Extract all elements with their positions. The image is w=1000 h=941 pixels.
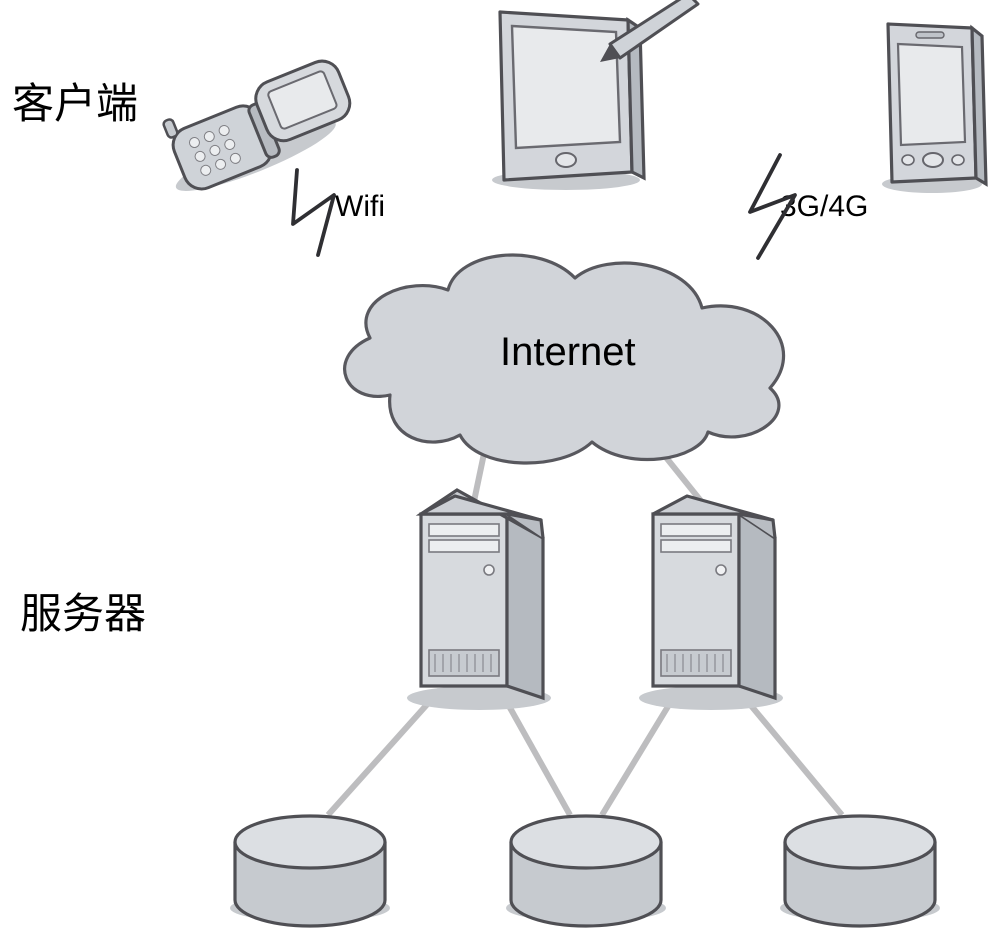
pda-icon: [882, 24, 986, 193]
client-label: 客户端: [12, 70, 138, 131]
wifi-label: Wifi: [335, 190, 385, 224]
connection-lines: [328, 425, 842, 815]
internet-label: Internet: [500, 330, 636, 375]
wifi-bolt-icon: [293, 170, 334, 255]
cell-label: 3G/4G: [780, 190, 868, 224]
database-2-icon: [506, 816, 666, 926]
server-tower-1-icon: [407, 490, 551, 710]
diagram-canvas: { "labels": { "client": "客户端", "server":…: [0, 0, 1000, 941]
database-1-icon: [230, 816, 390, 926]
tablet-icon: [492, 12, 644, 190]
server-tower-2-icon: [639, 496, 783, 710]
server-label: 服务器: [20, 580, 146, 641]
stylus-icon: [600, 0, 698, 62]
diagram-svg: [0, 0, 1000, 941]
flip-phone-icon: [151, 54, 362, 203]
database-3-icon: [780, 816, 940, 926]
